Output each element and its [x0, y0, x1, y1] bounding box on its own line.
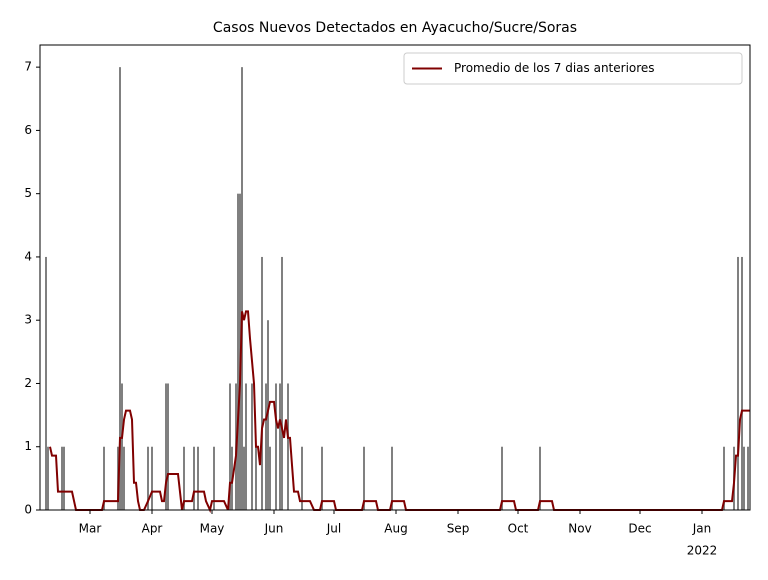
bar	[151, 446, 153, 510]
bar	[723, 446, 725, 510]
bar	[265, 383, 267, 510]
y-tick-label: 0	[24, 503, 32, 517]
x-tick-label: Jul	[326, 522, 341, 536]
bar	[501, 446, 503, 510]
bar	[213, 446, 215, 510]
bar	[63, 446, 65, 510]
bar	[243, 446, 245, 510]
bar	[183, 446, 185, 510]
bar	[275, 383, 277, 510]
legend-box	[403, 52, 743, 85]
legend-label: Promedio de los 7 dias anteriores	[454, 61, 655, 75]
x-year-label: 2022	[687, 544, 718, 558]
bar	[261, 256, 263, 510]
bar	[363, 446, 365, 510]
bar	[737, 256, 739, 510]
y-tick-label: 5	[24, 186, 32, 200]
y-tick-label: 6	[24, 123, 32, 137]
bar	[269, 446, 271, 510]
bar	[287, 383, 289, 510]
bar	[539, 446, 541, 510]
y-tick-label: 4	[24, 249, 32, 263]
bar	[121, 383, 123, 510]
x-tick-label: Mar	[79, 522, 102, 536]
bar	[321, 446, 323, 510]
x-tick-label: Sep	[447, 522, 470, 536]
x-tick-label: Jun	[264, 522, 284, 536]
bar	[61, 446, 63, 510]
bar	[251, 383, 253, 510]
bar	[165, 383, 167, 510]
bar	[45, 256, 47, 510]
bar	[241, 67, 243, 511]
bar	[279, 383, 281, 510]
bar	[743, 446, 745, 510]
x-tick-label: Aug	[384, 522, 407, 536]
bar	[237, 193, 239, 510]
x-tick-label: Dec	[628, 522, 651, 536]
axes-frame	[39, 44, 751, 511]
bar	[47, 446, 49, 510]
bar	[193, 446, 195, 510]
bar	[229, 383, 231, 510]
chart-title: Casos Nuevos Detectados en Ayacucho/Sucr…	[213, 20, 577, 36]
bar	[167, 383, 169, 510]
y-tick-label: 2	[24, 376, 32, 390]
bar	[741, 256, 743, 510]
x-tick-label: Nov	[568, 522, 591, 536]
y-tick-label: 1	[24, 439, 32, 453]
x-tick-label: May	[200, 522, 225, 536]
bar	[147, 446, 149, 510]
x-tick-label: Apr	[142, 522, 163, 536]
bar	[119, 67, 121, 511]
bar	[747, 446, 749, 510]
y-tick-label: 3	[24, 313, 32, 327]
bar	[281, 256, 283, 510]
bar	[391, 446, 393, 510]
bar	[197, 446, 199, 510]
y-tick-label: 7	[24, 60, 32, 74]
bar	[301, 446, 303, 510]
x-tick-label: Jan	[692, 522, 712, 536]
x-tick-label: Oct	[508, 522, 529, 536]
bar	[123, 446, 125, 510]
bar	[255, 446, 257, 510]
bar	[245, 383, 247, 510]
bar	[103, 446, 105, 510]
